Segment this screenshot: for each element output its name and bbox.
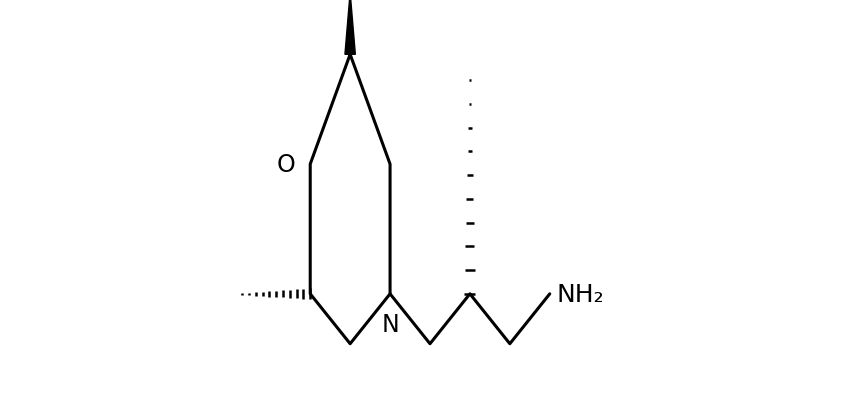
Text: O: O: [276, 153, 295, 176]
Text: NH₂: NH₂: [557, 282, 604, 306]
Text: N: N: [381, 312, 399, 336]
Polygon shape: [345, 0, 355, 55]
